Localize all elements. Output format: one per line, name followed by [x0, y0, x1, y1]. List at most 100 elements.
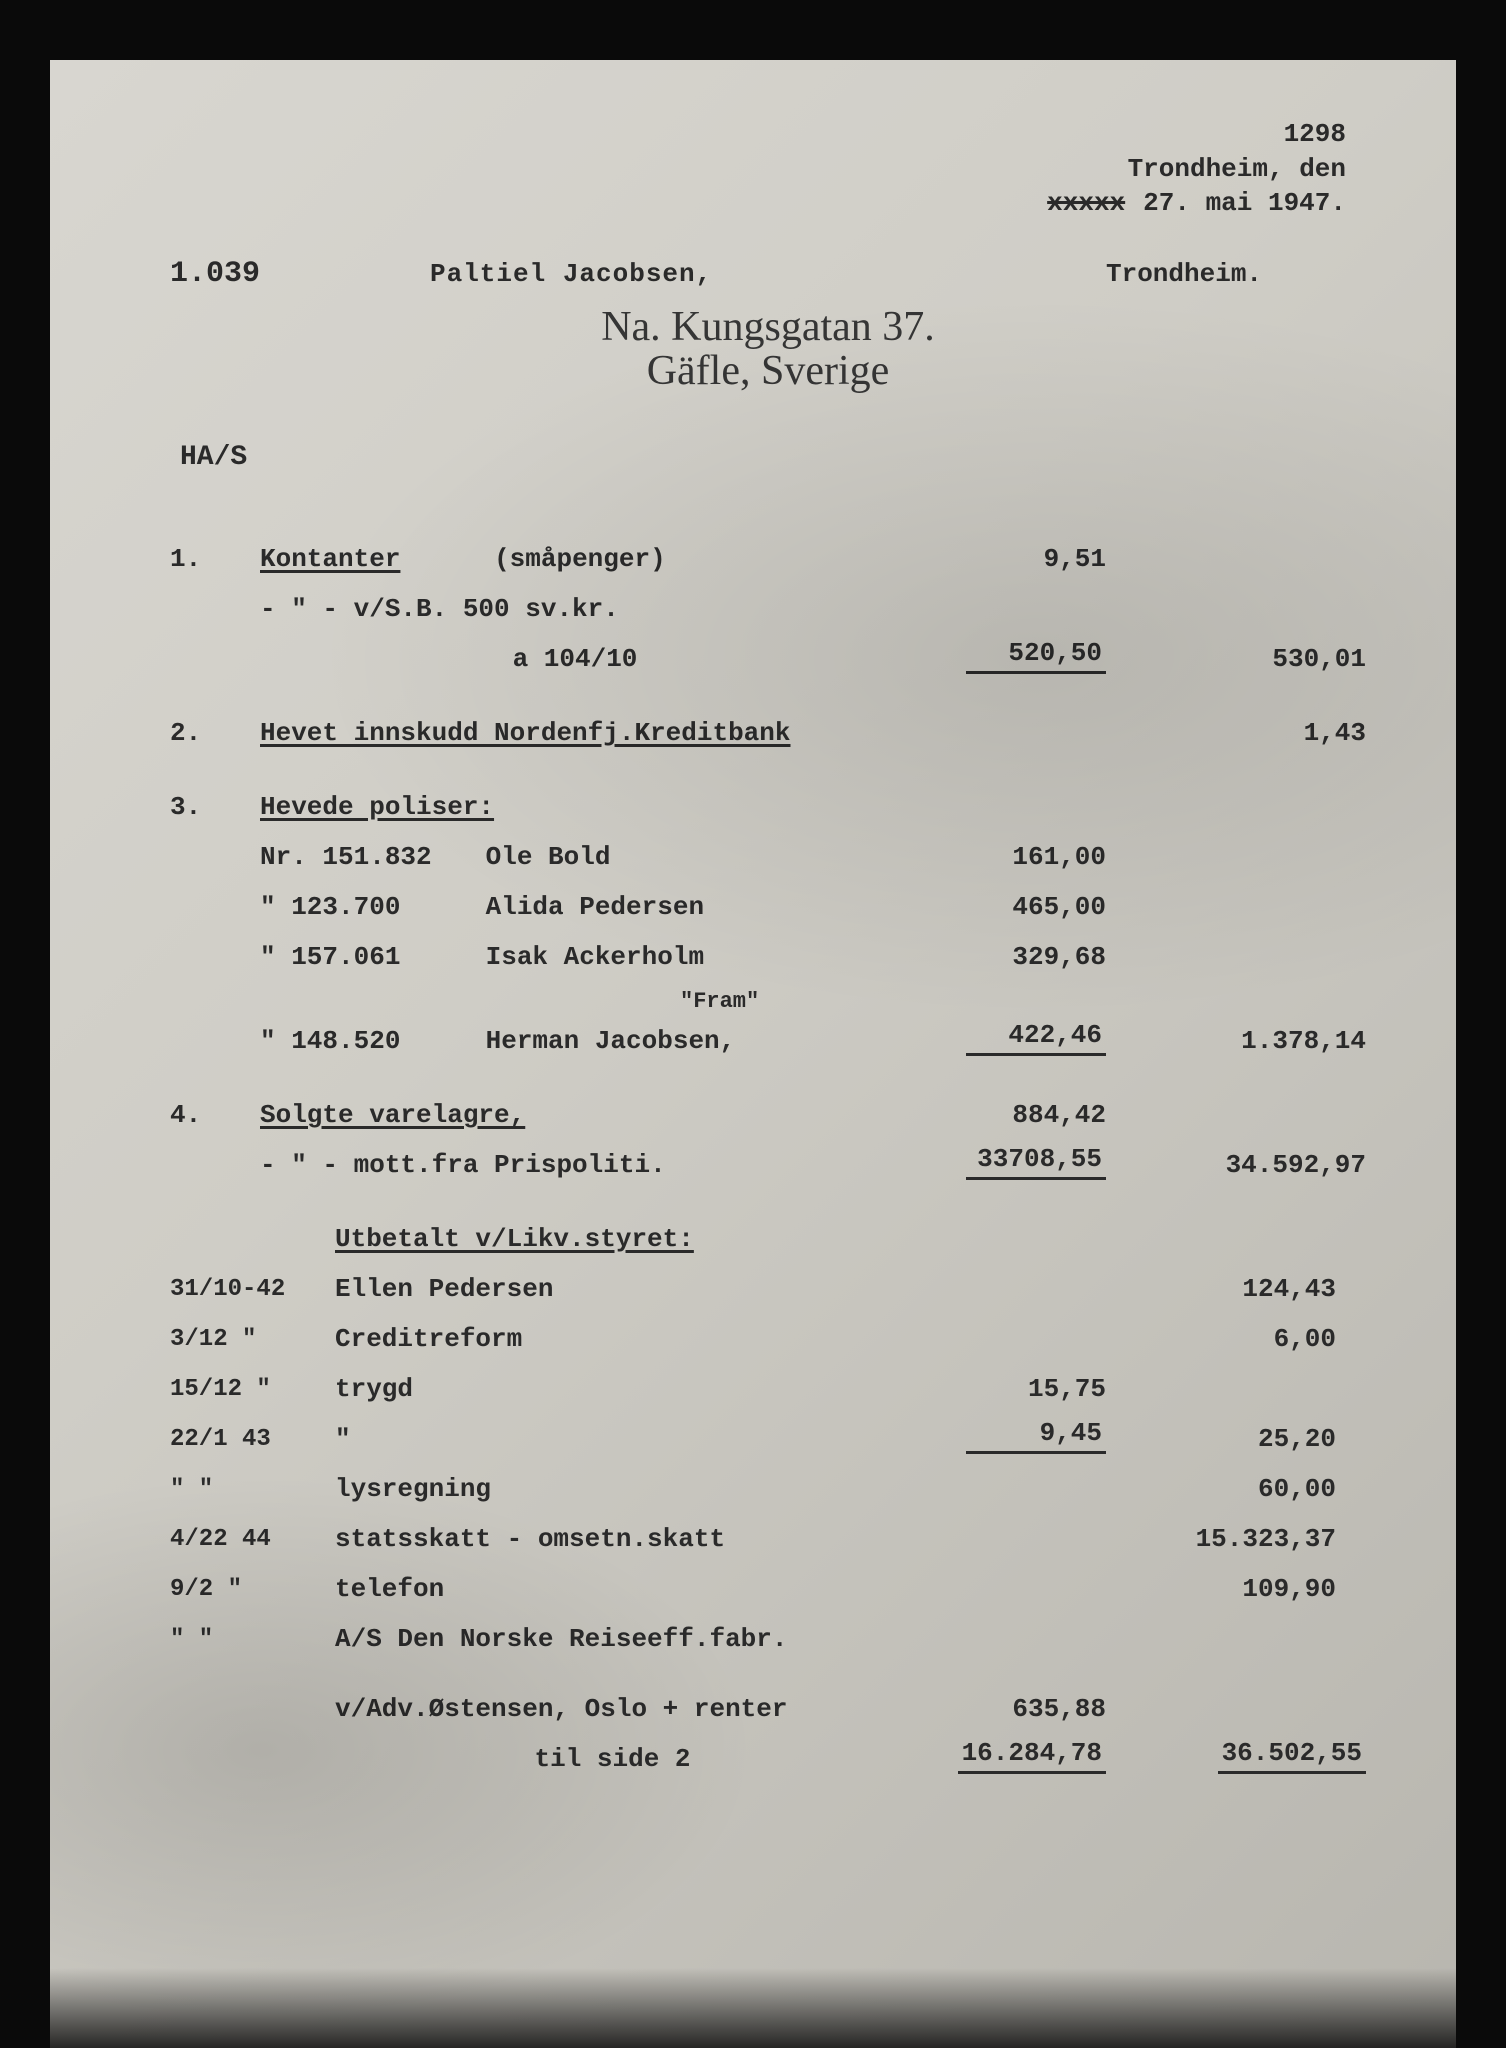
section-5: Utbetalt v/Likv.styret: 31/10-42Ellen Pe…	[170, 1214, 1366, 1654]
subject-place: Trondheim.	[1106, 260, 1366, 289]
item-title-text: Kontanter	[260, 544, 400, 574]
policy-name: Herman Jacobsen,	[486, 1026, 736, 1056]
letterhead-location: Trondheim, den	[1128, 155, 1346, 184]
ledger-date: 4/22 44	[170, 1527, 335, 1553]
policy-name: Ole Bold	[486, 842, 611, 872]
ledger-desc: Ellen Pedersen	[335, 1275, 906, 1304]
section-total: 1.378,14	[1136, 1027, 1366, 1056]
ledger-desc: A/S Den Norske Reiseeff.fabr.	[335, 1625, 906, 1654]
value: 9,51	[906, 545, 1136, 574]
item-title: Kontanter (småpenger)	[260, 545, 906, 574]
ledger-row: 3/12 "Creditreform 6,00	[170, 1314, 1366, 1354]
ledger-sub: 15.323,37	[1136, 1525, 1366, 1554]
letterhead-date: 27. mai 1947.	[1143, 189, 1346, 218]
handwritten-line-2: Gäfle, Sverige	[170, 349, 1366, 393]
item-paren: (småpenger)	[494, 544, 666, 574]
item-number: 1.	[170, 545, 260, 574]
value: 520,50	[906, 639, 1136, 674]
reference-code: HA/S	[180, 443, 1366, 474]
policy-no: " 148.520	[260, 1027, 470, 1056]
ledger-row: " "A/S Den Norske Reiseeff.fabr.	[170, 1614, 1366, 1654]
ledger-row: " "lysregning 60,00	[170, 1464, 1366, 1504]
ledger-row: 4/22 44statsskatt - omsetn.skatt 15.323,3…	[170, 1514, 1366, 1554]
case-number: 1.039	[170, 258, 430, 291]
item-title-text: Hevede poliser:	[260, 792, 494, 822]
ledger-sub: 124,43	[1136, 1275, 1366, 1304]
ledger-sub: 6,00	[1136, 1325, 1366, 1354]
policy-row: " 123.700 Alida Pedersen	[260, 893, 906, 922]
ledger-row: 15/12 "trygd15,75	[170, 1364, 1366, 1404]
value: 161,00	[906, 843, 1136, 872]
ledger-date: " "	[170, 1627, 335, 1653]
ledger-desc: Creditreform	[335, 1325, 906, 1354]
section-5-title: Utbetalt v/Likv.styret:	[335, 1224, 694, 1254]
header-row: 1.039 Paltiel Jacobsen, Trondheim.	[170, 258, 1366, 291]
policy-row: Nr. 151.832 Ole Bold	[260, 843, 906, 872]
value: 884,42	[906, 1101, 1136, 1130]
subject-name: Paltiel Jacobsen,	[430, 260, 1106, 289]
item-desc: - " - mott.fra Prispoliti.	[260, 1151, 906, 1180]
grand-total-value: 36.502,55	[1218, 1739, 1366, 1774]
item-number: 4.	[170, 1101, 260, 1130]
footer-desc: til side 2	[335, 1745, 906, 1774]
scan-frame: 1298 Trondheim, den xxxxx 27. mai 1947. …	[0, 0, 1506, 2048]
policy-name: Alida Pedersen	[486, 892, 704, 922]
ledger-row: 22/1 43"9,4525,20	[170, 1414, 1366, 1454]
ledger-date: 3/12 "	[170, 1327, 335, 1353]
footer-sub: 16.284,78	[906, 1739, 1136, 1774]
item-title-text: Solgte varelagre,	[260, 1100, 525, 1130]
ledger-desc: "	[335, 1425, 906, 1454]
ledger-row: 31/10-42Ellen Pedersen 124,43	[170, 1264, 1366, 1304]
ledger-desc: statsskatt - omsetn.skatt	[335, 1525, 906, 1554]
policy-tag: "Fram"	[260, 990, 906, 1014]
ledger-row: 9/2 "telefon109,90	[170, 1564, 1366, 1604]
policy-row: " 148.520 Herman Jacobsen,	[260, 1027, 906, 1056]
ledger-desc: lysregning	[335, 1475, 906, 1504]
ledger-date: 9/2 "	[170, 1577, 335, 1603]
ledger-date: 22/1 43	[170, 1427, 335, 1453]
carry-subtotal: 16.284,78	[958, 1739, 1106, 1774]
policy-name: Isak Ackerholm	[486, 942, 704, 972]
subtotal-value: 520,50	[966, 639, 1106, 674]
subtotal-value: 33708,55	[966, 1145, 1106, 1180]
section-total: 530,01	[1136, 645, 1366, 674]
item-title-text: Hevet innskudd Nordenfj.Kreditbank	[260, 718, 791, 748]
ledger-mid: 15,75	[906, 1375, 1136, 1404]
ledger-sub: 109,90	[1136, 1575, 1366, 1604]
value: 465,00	[906, 893, 1136, 922]
value: 422,46	[906, 1021, 1136, 1056]
policy-no: " 123.700	[260, 893, 470, 922]
section-2: 2. Hevet innskudd Nordenfj.Kreditbank 1,…	[170, 708, 1366, 748]
handwritten-line-1: Na. Kungsgatan 37.	[170, 305, 1366, 349]
ledger-date: 15/12 "	[170, 1377, 335, 1403]
footer-block: v/Adv.Østensen, Oslo + renter 635,88 til…	[170, 1684, 1366, 1774]
item-number: 2.	[170, 719, 260, 748]
handwritten-address: Na. Kungsgatan 37. Gäfle, Sverige	[170, 305, 1366, 393]
ledger-mid: 9,45	[906, 1419, 1136, 1454]
ledger-desc: trygd	[335, 1375, 906, 1404]
footer-desc: v/Adv.Østensen, Oslo + renter	[335, 1695, 906, 1724]
scan-fade	[50, 1968, 1456, 2048]
section-3: 3. Hevede poliser: Nr. 151.832 Ole Bold …	[170, 782, 1366, 1056]
letterhead-date-line: xxxxx 27. mai 1947.	[170, 189, 1366, 218]
grand-total: 36.502,55	[1136, 1739, 1366, 1774]
policy-no: " 157.061	[260, 943, 470, 972]
section-total: 34.592,97	[1136, 1151, 1366, 1180]
page-number: 1298	[170, 120, 1366, 149]
section-4: 4. Solgte varelagre, 884,42 - " - mott.f…	[170, 1090, 1366, 1180]
ledger-sub: 25,20	[1136, 1425, 1366, 1454]
value: 33708,55	[906, 1145, 1136, 1180]
section-total: 1,43	[1136, 719, 1366, 748]
policy-no: Nr. 151.832	[260, 843, 470, 872]
ledger-sub: 60,00	[1136, 1475, 1366, 1504]
document-page: 1298 Trondheim, den xxxxx 27. mai 1947. …	[50, 60, 1456, 2048]
value: 329,68	[906, 943, 1136, 972]
item-desc: a 104/10	[260, 645, 906, 674]
footer-sub: 635,88	[906, 1695, 1136, 1724]
subtotal-value: 422,46	[966, 1021, 1106, 1056]
ledger-date: 31/10-42	[170, 1277, 335, 1303]
ledger-date: " "	[170, 1477, 335, 1503]
section-1: 1. Kontanter (småpenger) 9,51 - " - v/S.…	[170, 534, 1366, 674]
policy-row: " 157.061 Isak Ackerholm	[260, 943, 906, 972]
letterhead: Trondheim, den	[170, 155, 1366, 184]
